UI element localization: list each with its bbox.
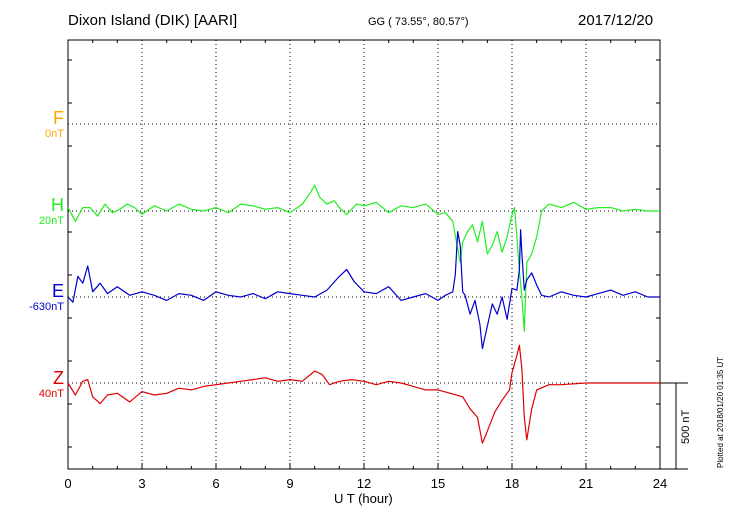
component-z-label: Z 40nT [4,368,64,401]
station-title: Dixon Island (DIK) [AARI] [68,12,238,29]
component-e-baseline: -630nT [29,301,64,313]
component-h-label: H 20nT [4,195,64,228]
x-tick-label: 24 [652,476,668,491]
component-f-label: F 0nT [4,108,64,141]
component-e-name: E [51,281,64,301]
x-tick-label: 3 [138,476,146,491]
component-z-name: Z [53,368,64,388]
series-e-line [67,229,660,350]
series-z-line [67,344,660,444]
component-f-name: F [53,108,64,128]
grid-lines [68,40,660,469]
x-tick-label: 18 [504,476,520,491]
series-lines [67,184,660,444]
series-h-line [67,184,660,332]
axis-ticks [67,40,661,469]
component-e-label: E -630nT [4,281,64,314]
scale-bar [660,382,688,470]
date-label: 2017/12/20 [578,12,654,29]
component-h-baseline: 20nT [38,215,64,227]
x-tick-label: 15 [430,476,446,491]
scale-bar-label: 500 nT [680,409,692,444]
x-tick-label: 9 [286,476,294,491]
x-tick-label: 12 [356,476,372,491]
x-tick-label: 0 [64,476,72,491]
component-z-baseline: 40nT [38,388,64,400]
component-f-baseline: 0nT [45,128,64,140]
station-coordinates: GG ( 73.55°, 80.57°) [368,16,469,28]
x-tick-label: 21 [578,476,594,491]
x-tick-label: 6 [212,476,220,491]
x-axis-label: U T (hour) [334,491,393,506]
plotted-timestamp: Plotted at 2018/01/20 01:35 UT [716,356,725,468]
component-h-name: H [51,195,64,215]
